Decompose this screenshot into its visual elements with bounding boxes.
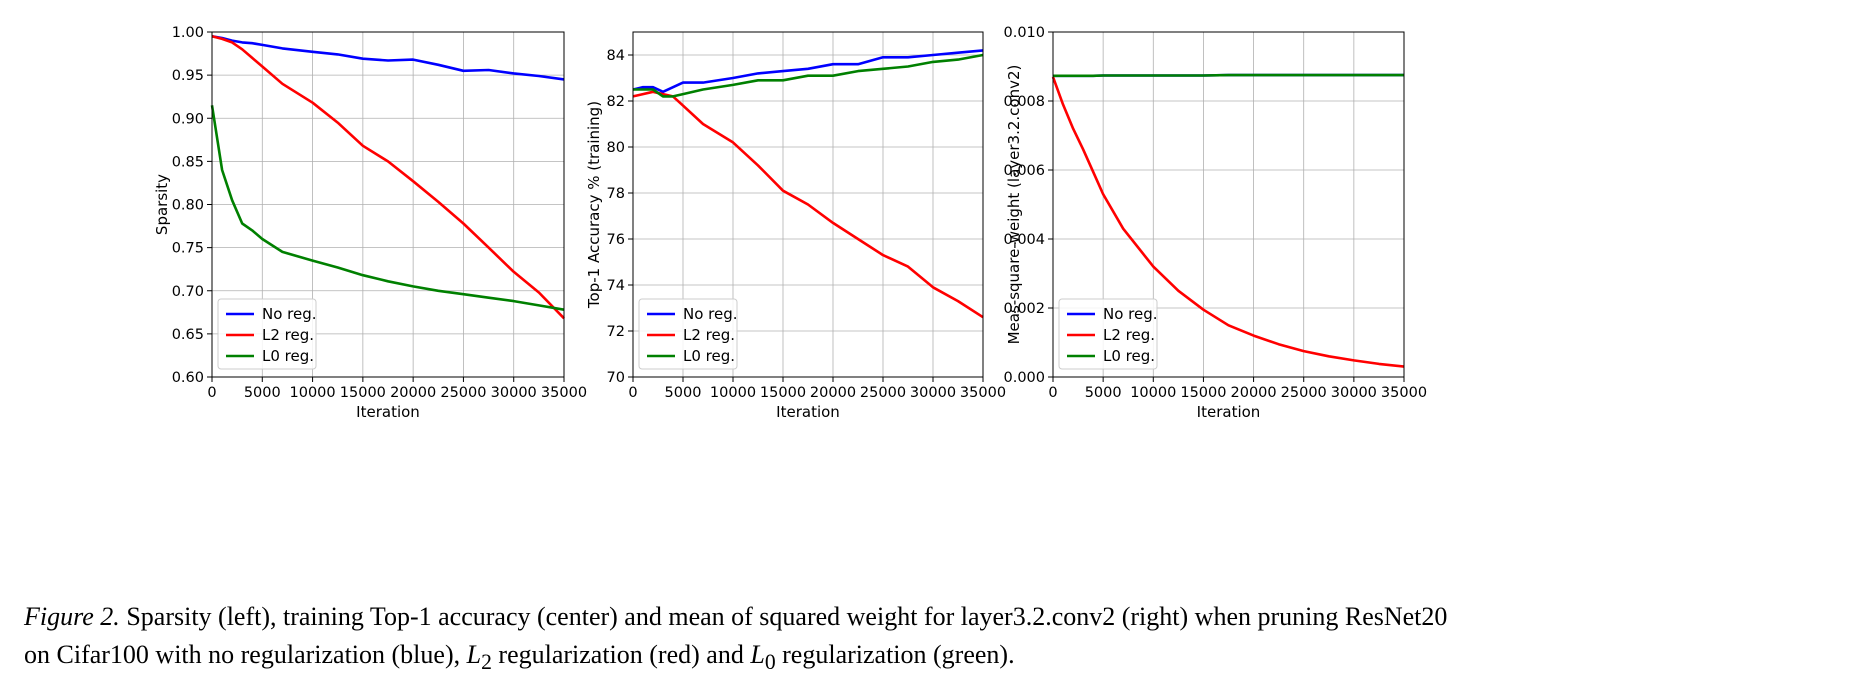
chart-panel-2: 0 5000 10000 15000 20000 25000 30000 35000 70 72 7…: [585, 31, 1006, 421]
series-line-l2-reg: [632, 90, 984, 319]
legend-label-l0-reg: L0 reg.: [1103, 347, 1155, 365]
x-tick-label: 35000: [1381, 385, 1427, 401]
chart-panel-3: 0 5000 10000 15000 20000 25000 30000 35000 0.000…: [1003, 25, 1427, 421]
y-tick-label: 0.002: [1003, 301, 1045, 317]
caption-line2-b: regularization (red) and: [491, 640, 751, 669]
legend-label-l0-reg: L0 reg.: [683, 347, 735, 365]
y-tick-label: 78: [607, 186, 625, 202]
series-line-no-reg: [632, 49, 984, 94]
y-tick-label: 72: [607, 324, 625, 340]
x-tick-label: 0: [1048, 385, 1057, 401]
x-tick-label: 0: [207, 385, 216, 401]
series-line-l0-reg: [633, 53, 984, 98]
series-line-l0-reg: [210, 105, 565, 311]
y-tick-label: 0.75: [172, 241, 204, 257]
chart-panel-1: 0 5000 10000 15000 20000 25000 30000 35000 0.60 0…: [153, 25, 587, 421]
x-axis-label: Iteration: [356, 403, 420, 421]
caption-l0-sub: 0: [764, 650, 776, 675]
x-tick-label: 0: [628, 385, 637, 401]
x-tick-label: 30000: [910, 385, 956, 401]
x-tick-label: 15000: [340, 385, 386, 401]
x-tick-label: 15000: [760, 385, 806, 401]
x-tick-label: 25000: [1281, 385, 1327, 401]
y-tick-label: 1.00: [172, 25, 204, 41]
caption-line2-a: on Cifar100 with no regularization (blue…: [24, 640, 467, 669]
legend-box: [217, 298, 317, 370]
y-tick-label: 0.80: [172, 198, 204, 214]
legend-label-no-reg: No reg.: [262, 305, 317, 323]
x-tick-label: 10000: [710, 385, 756, 401]
y-tick-label: 84: [607, 48, 625, 64]
x-tick-label: 35000: [960, 385, 1006, 401]
x-tick-label: 15000: [1180, 385, 1226, 401]
series-line-l2-reg: [1051, 76, 1405, 368]
legend-label-l2-reg: L2 reg.: [262, 326, 314, 344]
y-tick-label: 0.000: [1003, 370, 1045, 386]
series-line-l0-reg: [1053, 73, 1404, 78]
y-tick-label: 0.010: [1003, 25, 1045, 41]
caption-line1: Sparsity (left), training Top-1 accuracy…: [119, 602, 1448, 631]
y-tick-label: 0.60: [172, 370, 204, 386]
x-axis-label: Iteration: [776, 403, 840, 421]
x-axis-label: Iteration: [1197, 403, 1261, 421]
y-tick-label: 0.90: [172, 111, 204, 127]
x-tick-label: 35000: [541, 385, 587, 401]
y-tick-label: 0.85: [172, 154, 204, 170]
legend-box: [1058, 298, 1158, 370]
legend-label-no-reg: No reg.: [683, 305, 738, 323]
legend: No reg. L2 reg. L0 reg.: [217, 298, 317, 370]
legend: No reg. L2 reg. L0 reg.: [1058, 298, 1158, 370]
y-tick-label: 82: [607, 94, 625, 110]
y-axis-label: Meas-square-weight (layer3.2.conv2): [1005, 65, 1023, 345]
y-tick-label: 74: [607, 278, 625, 294]
x-tick-label: 5000: [244, 385, 281, 401]
y-axis-label: Sparsity: [153, 174, 171, 235]
x-tick-label: 20000: [390, 385, 436, 401]
legend-box: [638, 298, 738, 370]
legend-label-l2-reg: L2 reg.: [1103, 326, 1155, 344]
caption-l0-symbol: L: [750, 640, 765, 669]
y-tick-label: 0.008: [1003, 94, 1045, 110]
y-tick-label: 80: [607, 140, 625, 156]
y-tick-label: 0.70: [172, 284, 204, 300]
figure-caption: Figure 2. Sparsity (left), training Top-…: [24, 598, 1854, 681]
plot-frame: [632, 31, 984, 378]
x-tick-label: 25000: [440, 385, 486, 401]
x-tick-label: 30000: [1331, 385, 1377, 401]
x-tick-label: 25000: [860, 385, 906, 401]
caption-l2-symbol: L: [466, 640, 482, 669]
x-tick-label: 20000: [810, 385, 856, 401]
plot-frame: [1052, 31, 1405, 378]
y-tick-label: 76: [607, 232, 625, 248]
legend: No reg. L2 reg. L0 reg.: [638, 298, 738, 370]
y-tick-label: 0.65: [172, 327, 204, 343]
plot-frame: [211, 31, 565, 378]
y-tick-label: 0.95: [172, 68, 204, 84]
x-tick-label: 10000: [1130, 385, 1176, 401]
legend-label-l2-reg: L2 reg.: [683, 326, 735, 344]
series-line-l2-reg: [211, 35, 565, 320]
caption-label: Figure 2.: [24, 602, 120, 631]
figure-charts: 0 5000 10000 15000 20000 25000 30000 350000.600…: [153, 25, 1427, 421]
y-tick-label: 70: [607, 370, 625, 386]
legend-label-l0-reg: L0 reg.: [262, 347, 314, 365]
y-axis-label: Top-1 Accuracy % (training): [585, 101, 603, 309]
caption-l2-sub: 2: [481, 650, 492, 675]
x-tick-label: 5000: [665, 385, 702, 401]
y-tick-label: 0.006: [1003, 163, 1045, 179]
legend-label-no-reg: No reg.: [1103, 305, 1158, 323]
x-tick-label: 10000: [290, 385, 336, 401]
x-tick-label: 20000: [1231, 385, 1277, 401]
x-tick-label: 5000: [1085, 385, 1122, 401]
caption-line2-c: regularization (green).: [775, 640, 1015, 669]
y-tick-label: 0.004: [1003, 232, 1045, 248]
series-line-no-reg: [211, 35, 565, 81]
x-tick-label: 30000: [491, 385, 537, 401]
